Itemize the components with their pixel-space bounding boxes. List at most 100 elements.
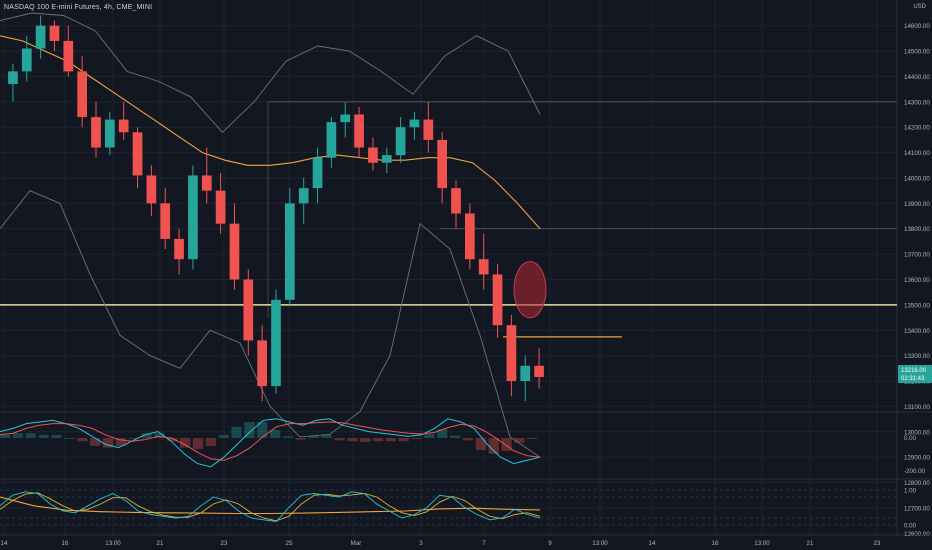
macd-histogram-bar bbox=[398, 438, 409, 442]
time-tick-label: 13:00 bbox=[754, 540, 770, 547]
candle-body bbox=[340, 114, 351, 123]
moving-average-line bbox=[0, 35, 541, 230]
price-tick-label: 13300.00 bbox=[904, 353, 930, 360]
stoch-tick-label: 1.00 bbox=[904, 488, 917, 495]
macd-histogram-bar bbox=[102, 438, 114, 448]
stoch-d-line bbox=[0, 492, 541, 522]
candle-body bbox=[478, 259, 489, 275]
candle-body bbox=[520, 365, 531, 382]
price-axis: 12600.00 12700.00 12800.00 12900.00 13000.00… bbox=[904, 23, 930, 538]
candle-body bbox=[354, 114, 364, 148]
candle-body bbox=[35, 25, 46, 49]
time-tick-label: 7 bbox=[482, 540, 486, 547]
macd-histogram-bar bbox=[347, 438, 358, 442]
price-tick-label: 14400.00 bbox=[904, 74, 930, 81]
macd-pane: 0.00 -200.00 bbox=[0, 418, 926, 475]
candle-body bbox=[229, 223, 240, 280]
time-tick-label: 9 bbox=[548, 540, 552, 547]
macd-histogram-bar bbox=[488, 438, 499, 454]
price-tag bbox=[898, 364, 932, 383]
macd-histogram-bar bbox=[334, 438, 345, 441]
time-tick-label: 25 bbox=[286, 540, 293, 547]
time-tick-label: 16 bbox=[712, 540, 719, 547]
candle-body bbox=[409, 119, 420, 128]
macd-tick-label: 0.00 bbox=[904, 435, 917, 442]
candle-body bbox=[21, 48, 32, 72]
time-tick-label: 21 bbox=[157, 540, 164, 547]
price-tick-label: 13700.00 bbox=[904, 252, 930, 259]
candle-body bbox=[381, 155, 392, 163]
macd-histogram-bar bbox=[270, 430, 281, 438]
bollinger-upper-line bbox=[0, 12, 541, 133]
bollinger-lower-line bbox=[0, 190, 541, 458]
candles bbox=[8, 15, 544, 402]
price-tag-value: 13216.00 bbox=[901, 368, 927, 374]
macd-histogram-bar bbox=[360, 438, 371, 442]
candle-body bbox=[257, 340, 267, 387]
candle-body bbox=[534, 365, 544, 377]
macd-histogram-bar bbox=[218, 434, 229, 438]
macd-histogram-bar bbox=[411, 438, 422, 439]
macd-histogram-bar bbox=[128, 438, 139, 439]
candle-body bbox=[243, 279, 254, 341]
time-tick-label: 14 bbox=[1, 540, 8, 547]
candle-body bbox=[506, 325, 517, 382]
candle-body bbox=[201, 175, 212, 191]
price-tick-label: 12900.00 bbox=[904, 455, 930, 462]
price-tick-label: 13600.00 bbox=[904, 277, 930, 284]
macd-histogram-bar bbox=[90, 438, 101, 446]
macd-histogram-bar bbox=[295, 438, 306, 440]
macd-line bbox=[0, 418, 541, 468]
macd-histogram-bar bbox=[115, 438, 126, 446]
candle-body bbox=[451, 188, 461, 214]
price-tick-label: 13100.00 bbox=[904, 404, 930, 411]
time-tick-label: 14 bbox=[649, 540, 656, 547]
macd-histogram-bar bbox=[64, 438, 75, 439]
time-tick-label: 16 bbox=[62, 540, 69, 547]
grid bbox=[0, 0, 897, 535]
time-tick-label: 13:00 bbox=[105, 540, 121, 547]
price-tick-label: 12700.00 bbox=[904, 505, 930, 512]
candle-body bbox=[368, 147, 378, 163]
price-tick-label: 13400.00 bbox=[904, 328, 930, 335]
stoch-tick-label: 0.00 bbox=[904, 523, 917, 530]
candle-body bbox=[8, 71, 18, 85]
macd-histogram-bar bbox=[154, 433, 165, 438]
price-tick-label: 14600.00 bbox=[904, 23, 930, 30]
macd-histogram-bar bbox=[25, 433, 36, 438]
price-tick-label: 12600.00 bbox=[904, 531, 930, 538]
signal-ellipse bbox=[513, 261, 547, 319]
time-axis: 14 16 13:00 21 23 25 Mar 3 7 9 13:00 14 16 13:00 21 23 bbox=[1, 540, 881, 547]
macd-histogram-bar bbox=[501, 438, 512, 451]
macd-histogram-bar bbox=[51, 434, 62, 438]
candle-body bbox=[298, 188, 309, 204]
macd-histogram-bar bbox=[450, 435, 461, 438]
macd-histogram-bar bbox=[12, 433, 24, 438]
candle-body bbox=[105, 119, 115, 148]
stoch-pane: 1.00 0.00 bbox=[0, 488, 917, 530]
macd-histogram-bar bbox=[308, 435, 319, 438]
price-tick-label: 14500.00 bbox=[904, 49, 930, 56]
macd-histogram-bar bbox=[514, 438, 525, 443]
price-tick-label: 13800.00 bbox=[904, 226, 930, 233]
candle-body bbox=[285, 203, 295, 300]
price-tick-label: 14200.00 bbox=[904, 125, 930, 132]
macd-histogram-bar bbox=[141, 433, 152, 438]
macd-histogram-bar bbox=[462, 438, 474, 441]
candle-body bbox=[160, 203, 171, 239]
candle-body bbox=[146, 175, 157, 204]
macd-histogram-bar bbox=[257, 422, 268, 438]
candle-body bbox=[132, 132, 143, 176]
candle-body bbox=[77, 71, 87, 118]
candle-body bbox=[395, 127, 406, 156]
candle-body bbox=[215, 190, 226, 224]
candle-body bbox=[118, 119, 129, 133]
price-tick-label: 13900.00 bbox=[904, 201, 930, 208]
stoch-slow-ma-line bbox=[0, 496, 541, 515]
macd-histogram-bar bbox=[437, 429, 448, 438]
currency-label: USD bbox=[913, 4, 926, 10]
time-tick-label: 21 bbox=[807, 540, 814, 547]
candle-body bbox=[326, 122, 337, 158]
macd-histogram-bar bbox=[167, 438, 178, 442]
